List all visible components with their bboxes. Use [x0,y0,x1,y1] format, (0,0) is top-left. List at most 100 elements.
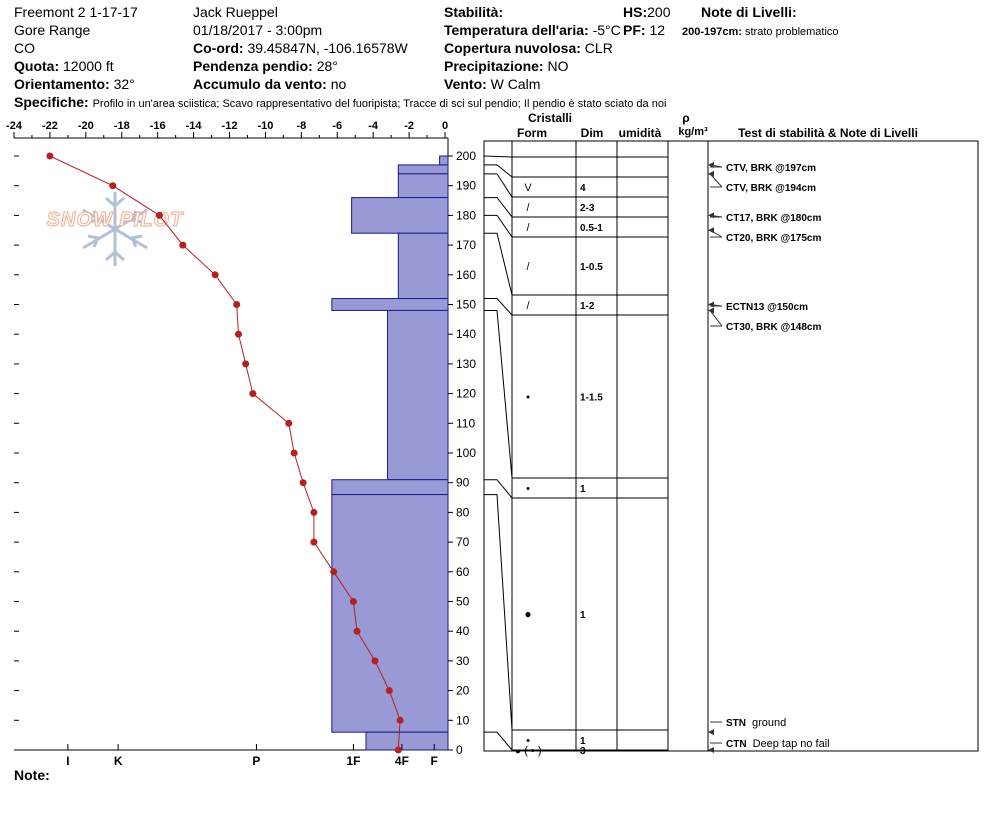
layer-table: Cristalli Form Dim umidità ρ kg/m³ Test … [483,111,979,757]
temp-tick-label: -22 [42,120,58,132]
layer-size: 2-3 [580,203,595,214]
test-note: ground [752,717,786,729]
temperature-point [310,538,318,546]
temp-tick-label: -16 [150,120,166,132]
hardness-bar [397,173,449,199]
hardness-label: P [252,754,260,768]
test-code: CT30, BRK @148cm [726,322,821,333]
height-tick-label: 130 [456,357,476,371]
layer-form: / [526,222,530,234]
cloud-label: Copertura nuvolosa: [444,40,581,56]
pf-label: PF: [623,22,646,38]
arrow-icon [708,170,714,177]
height-tick-label: 180 [456,208,476,222]
height-tick-label: 200 [456,149,476,163]
hardness-label: I [66,754,69,768]
temperature-axis: -24 -22 -20 -18 -16 -14 -12 -10 -8 -6 -4 -2 0 [6,120,448,138]
layer-size: 0.5-1 [580,223,603,234]
temp-tick-label: -18 [114,120,130,132]
layer-connector [484,494,513,731]
temperature-point [353,627,361,635]
hardness-profile [331,155,449,751]
stability-test: CT30, BRK @148cm [708,307,821,333]
layer-form: • [526,735,530,747]
hs-value: 200 [647,4,671,20]
layer-form: V [524,182,532,194]
moisture-header: umidità [619,126,662,140]
precip-value: NO [547,58,569,74]
height-tick-label: 0 [456,743,463,757]
layer-form: • [526,392,530,404]
layer-form: ● [524,607,531,621]
pf-value: 12 [649,22,666,38]
temp-tick-label: -8 [296,120,306,132]
layer-connector [484,731,513,751]
snowpilot-logo: SNOW PILOT [46,192,184,266]
layer-connector [484,232,513,296]
arrow-icon [708,227,714,234]
layer-notes-label: Note di Livelli: [701,4,797,20]
stability-test: CT20, BRK @175cm [708,227,821,244]
wind-label: Vento: [444,76,487,92]
form-header: Form [517,126,547,140]
temperature-point [285,419,293,427]
temperature-point [394,746,402,754]
quota-value: 12000 ft [63,58,114,74]
hs-row: HS:200 [623,4,670,20]
stability-label: Stabilità: [444,4,504,20]
hardness-bar [439,155,449,166]
stability-test: CTV, BRK @194cm [708,170,816,194]
test-note: Deep tap no fail [753,738,830,750]
wind-value: W Calm [490,76,541,92]
layer-form: • [526,483,530,495]
observer-name: Jack Rueppel [193,4,278,20]
temperature-point [310,508,318,516]
layer-rows: V 4 / 2-3 / 0.5-1 / 1-0.5 / 1-2 • 1-1.5 • 1 ● 1 • 1 ◒ ( • … [483,155,668,757]
arrow-icon [708,307,714,314]
site-name: Freemont 2 1-17-17 [14,4,138,20]
hardness-bar [331,298,449,311]
air-temp-label: Temperatura dell'aria: [444,22,589,38]
hardness-bar [351,197,449,234]
test-code: ECTN13 @150cm [726,302,808,313]
temperature-point [211,271,219,279]
specifics-label: Specifiche: [14,94,89,110]
coord-label: Co-ord: [193,40,244,56]
temp-tick-label: -14 [186,120,203,132]
stability-test: ECTN13 @150cm [708,301,808,313]
height-tick-label: 80 [456,505,470,519]
test-code: CTN Deep tap no fail [726,738,830,750]
layer-connector [484,298,513,316]
rho-header: ρ [682,111,689,125]
state-name: CO [14,40,35,56]
wind-load-row: Accumulo da vento: no [193,76,346,92]
arrow-icon [708,747,714,753]
hardness-label: 1F [346,754,360,768]
temp-tick-label: -2 [404,120,414,132]
temperature-point [371,657,379,665]
layer-connector [484,479,513,499]
height-tick-label: 100 [456,446,476,460]
layer-connector [484,197,513,218]
test-leader-angle [709,173,723,188]
height-tick-label: 70 [456,535,470,549]
stability-test: CT17, BRK @180cm [708,212,821,224]
test-code: CT20, BRK @175cm [726,233,821,244]
temp-tick-label: 0 [442,120,448,132]
hardness-bar [331,479,449,496]
temperature-point [330,568,338,576]
height-tick-label: 110 [456,416,475,430]
temperature-point [179,241,187,249]
height-tick-label: 20 [456,684,470,698]
hardness-axis: I K P 1F 4F F [66,744,438,768]
layer-size: 1-0.5 [580,262,603,273]
layer-size: 1 [580,736,586,747]
layer-form: / [526,261,530,273]
stability-test: CTV, BRK @197cm [708,161,816,174]
hardness-bar [365,731,449,751]
layer-connector [483,155,513,158]
hardness-label: F [431,754,438,768]
layer-form: ◒ ( • ) [515,745,542,757]
stability-test: STN ground [708,717,786,736]
